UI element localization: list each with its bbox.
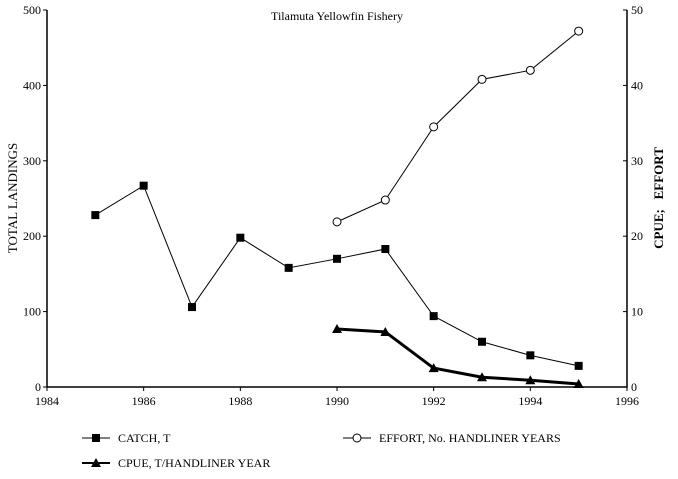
legend-label: CATCH, T <box>118 431 171 445</box>
x-tick-label: 1986 <box>132 394 156 408</box>
data-point-square <box>526 351 535 360</box>
data-point-triangle <box>477 372 487 382</box>
data-point-open-circle <box>332 217 342 227</box>
legend-label: EFFORT, No. HANDLINER YEARS <box>379 431 561 445</box>
data-point-open-circle <box>574 26 584 36</box>
data-point-open-circle <box>429 122 439 132</box>
data-point-square <box>236 233 245 242</box>
series-line-square <box>95 184 579 367</box>
y2-tick-label: 20 <box>631 229 643 243</box>
data-point-square <box>478 337 486 346</box>
data-point-triangle <box>380 326 391 336</box>
data-point-square <box>91 211 100 220</box>
x-tick-label: 1988 <box>228 394 252 408</box>
data-point-open-circle <box>380 195 390 205</box>
legend-marker <box>352 433 362 443</box>
x-tick-label: 1992 <box>422 394 446 408</box>
legend-marker <box>91 458 101 467</box>
data-point-square <box>284 263 293 272</box>
data-point-square <box>429 312 438 321</box>
y-tick-label: 400 <box>23 78 41 92</box>
y-tick-label: 100 <box>23 305 41 319</box>
x-tick-label: 1990 <box>325 394 349 408</box>
x-tick-label: 1984 <box>35 394 59 408</box>
y2-tick-label: 40 <box>631 78 643 92</box>
data-point-square <box>139 181 148 190</box>
data-point-triangle <box>525 375 536 385</box>
series-line-triangle <box>336 327 579 386</box>
y2-tick-label: 30 <box>631 154 643 168</box>
y2-axis-label: CPUE; EFFORT <box>651 147 666 249</box>
y-tick-label: 200 <box>23 229 41 243</box>
chart-title: Tilamuta Yellowfin Fishery <box>271 9 403 23</box>
data-point-triangle <box>332 323 342 333</box>
data-point-triangle <box>573 378 584 388</box>
y-tick-label: 500 <box>23 3 41 17</box>
y2-tick-label: 50 <box>631 3 643 17</box>
y-tick-label: 300 <box>23 154 41 168</box>
data-point-square <box>381 245 390 254</box>
x-tick-label: 1996 <box>615 394 639 408</box>
data-point-square <box>574 361 583 370</box>
y-tick-label: 0 <box>35 380 41 394</box>
series-line-open-circle <box>336 30 579 223</box>
legend-marker <box>92 434 100 442</box>
data-point-open-circle <box>525 65 535 75</box>
y2-tick-label: 0 <box>631 380 637 394</box>
y2-tick-label: 10 <box>631 305 643 319</box>
data-point-open-circle <box>477 74 487 84</box>
data-point-square <box>333 254 341 263</box>
x-tick-label: 1994 <box>518 394 542 408</box>
data-point-triangle <box>428 363 439 373</box>
y-axis-label: TOTAL LANDINGS <box>5 143 20 254</box>
data-point-square <box>188 303 196 312</box>
legend-label: CPUE, T/HANDLINER YEAR <box>118 456 270 470</box>
